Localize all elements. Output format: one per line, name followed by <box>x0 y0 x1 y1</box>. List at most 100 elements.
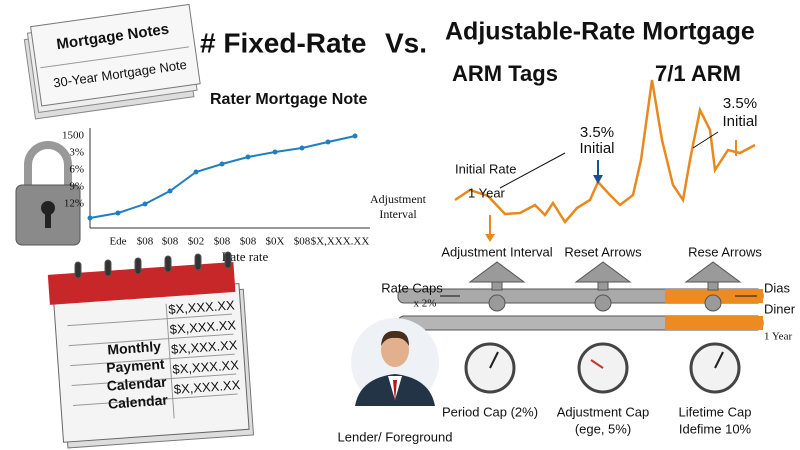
right-label: Diner <box>764 301 796 316</box>
title-vs: Vs. <box>385 27 427 58</box>
point <box>352 133 358 139</box>
peak-label: 3.5% <box>723 95 757 112</box>
calendar-amount: $X,XXX.XX <box>173 377 241 397</box>
point <box>115 210 121 216</box>
shape <box>67 313 233 327</box>
point <box>219 161 225 167</box>
shape <box>468 261 526 283</box>
gauges: Period Cap (2%) Adjustment Cap (ege, 5%) Li… <box>442 342 752 436</box>
adjustment-label: Interval <box>379 207 417 221</box>
arrow-head <box>593 175 603 184</box>
x-title: Rate rate <box>222 249 269 264</box>
y-label: 1500 <box>62 130 85 142</box>
rate-line <box>89 135 356 219</box>
x-label: $08 <box>137 236 154 248</box>
pointer <box>692 131 719 149</box>
peak-label: 3.5% <box>580 124 614 141</box>
gauge-needle <box>714 351 724 369</box>
fixed-chart: Rate rate 1500 3% 6% 9% 12% Ede $08 $08 $02 $08 $0… <box>62 128 370 264</box>
peak-label: Initial <box>579 140 614 157</box>
shape <box>704 294 722 312</box>
gauge-needle <box>590 359 604 369</box>
x-label: Ede <box>109 236 126 248</box>
shape <box>70 353 235 367</box>
shape <box>74 251 232 279</box>
right-label: 1 Year <box>764 331 792 343</box>
shape <box>30 3 201 107</box>
shape <box>67 303 238 419</box>
shape <box>165 303 175 419</box>
x-label: $08 <box>162 236 179 248</box>
shape <box>665 316 763 330</box>
calendar-amount: $X,XXX.XX <box>172 357 240 377</box>
shape <box>381 333 409 367</box>
point <box>87 215 93 221</box>
shape <box>72 393 238 406</box>
shape: MonthlyPaymentCalendarCalendar$X,XXX.XX$… <box>106 297 241 412</box>
gauge-label: Adjustment Cap <box>557 404 650 419</box>
point <box>299 145 305 151</box>
gauge-needle <box>489 351 499 369</box>
x-label: $08 <box>294 236 311 248</box>
shape <box>393 380 397 402</box>
shape <box>41 201 55 215</box>
arrow-head <box>485 234 495 242</box>
fixed-title: Rater Mortgage Note <box>210 91 367 108</box>
shape <box>24 141 72 185</box>
arm-tags: ARM Tags <box>452 61 558 86</box>
calendar-amount: $X,XXX.XX <box>168 297 236 317</box>
y-label: 9% <box>69 181 84 193</box>
x-label: $X,XXX.XX <box>311 236 370 248</box>
peak-label: Initial <box>722 113 757 130</box>
shape <box>68 333 234 347</box>
arm-chart: 3.5% Initial 3.5% Initial Initial Rate 1… <box>370 79 758 242</box>
shape <box>381 330 409 346</box>
calendar-row: Payment <box>106 356 166 376</box>
point <box>245 154 251 160</box>
shape <box>164 255 172 273</box>
shape <box>224 251 232 269</box>
point <box>193 169 199 175</box>
shape <box>468 261 742 312</box>
gauge-label: Lifetime Cap <box>679 404 752 419</box>
adjustment-label: Adjustment <box>370 192 427 206</box>
pipe-label: Adjustment Interval <box>441 244 552 259</box>
calendar-row: Calendar <box>107 392 168 412</box>
gauge-label: Idefime 10% <box>679 421 752 436</box>
shape <box>491 281 503 291</box>
pipe-label: Reset Arrows <box>564 244 642 259</box>
shape <box>74 261 82 279</box>
initial-rate: Initial Rate <box>455 161 516 176</box>
lender-label: Lender/ Foreground <box>338 429 453 444</box>
rate-caps: Rate Caps <box>381 280 443 295</box>
x-label: $0X <box>266 236 285 248</box>
title-adjustable: Adjustable-Rate Mortgage <box>445 18 755 46</box>
point <box>272 149 278 155</box>
lender <box>351 318 439 406</box>
point <box>142 201 148 207</box>
shape <box>47 261 236 305</box>
padlock <box>15 141 81 246</box>
calendar-amount: $X,XXX.XX <box>169 317 237 337</box>
shape <box>104 259 112 277</box>
shape <box>194 253 202 271</box>
pipes <box>397 261 764 331</box>
rate-caps-value: x 2% <box>414 298 437 310</box>
shape <box>40 46 190 69</box>
shape <box>707 281 719 291</box>
one-year: 1 Year <box>468 185 506 200</box>
shape <box>597 281 609 291</box>
arm-type: 7/1 ARM <box>655 61 741 86</box>
shape <box>488 294 506 312</box>
shape <box>684 261 742 283</box>
shape <box>574 261 632 283</box>
x-label: $08 <box>214 236 231 248</box>
calendar: MonthlyPaymentCalendarCalendar$X,XXX.XX$… <box>47 251 255 449</box>
y-label: 12% <box>64 198 84 210</box>
pointer <box>499 152 566 189</box>
point <box>167 188 173 194</box>
calendar-amount: $X,XXX.XX <box>171 337 239 357</box>
shape <box>71 373 237 387</box>
